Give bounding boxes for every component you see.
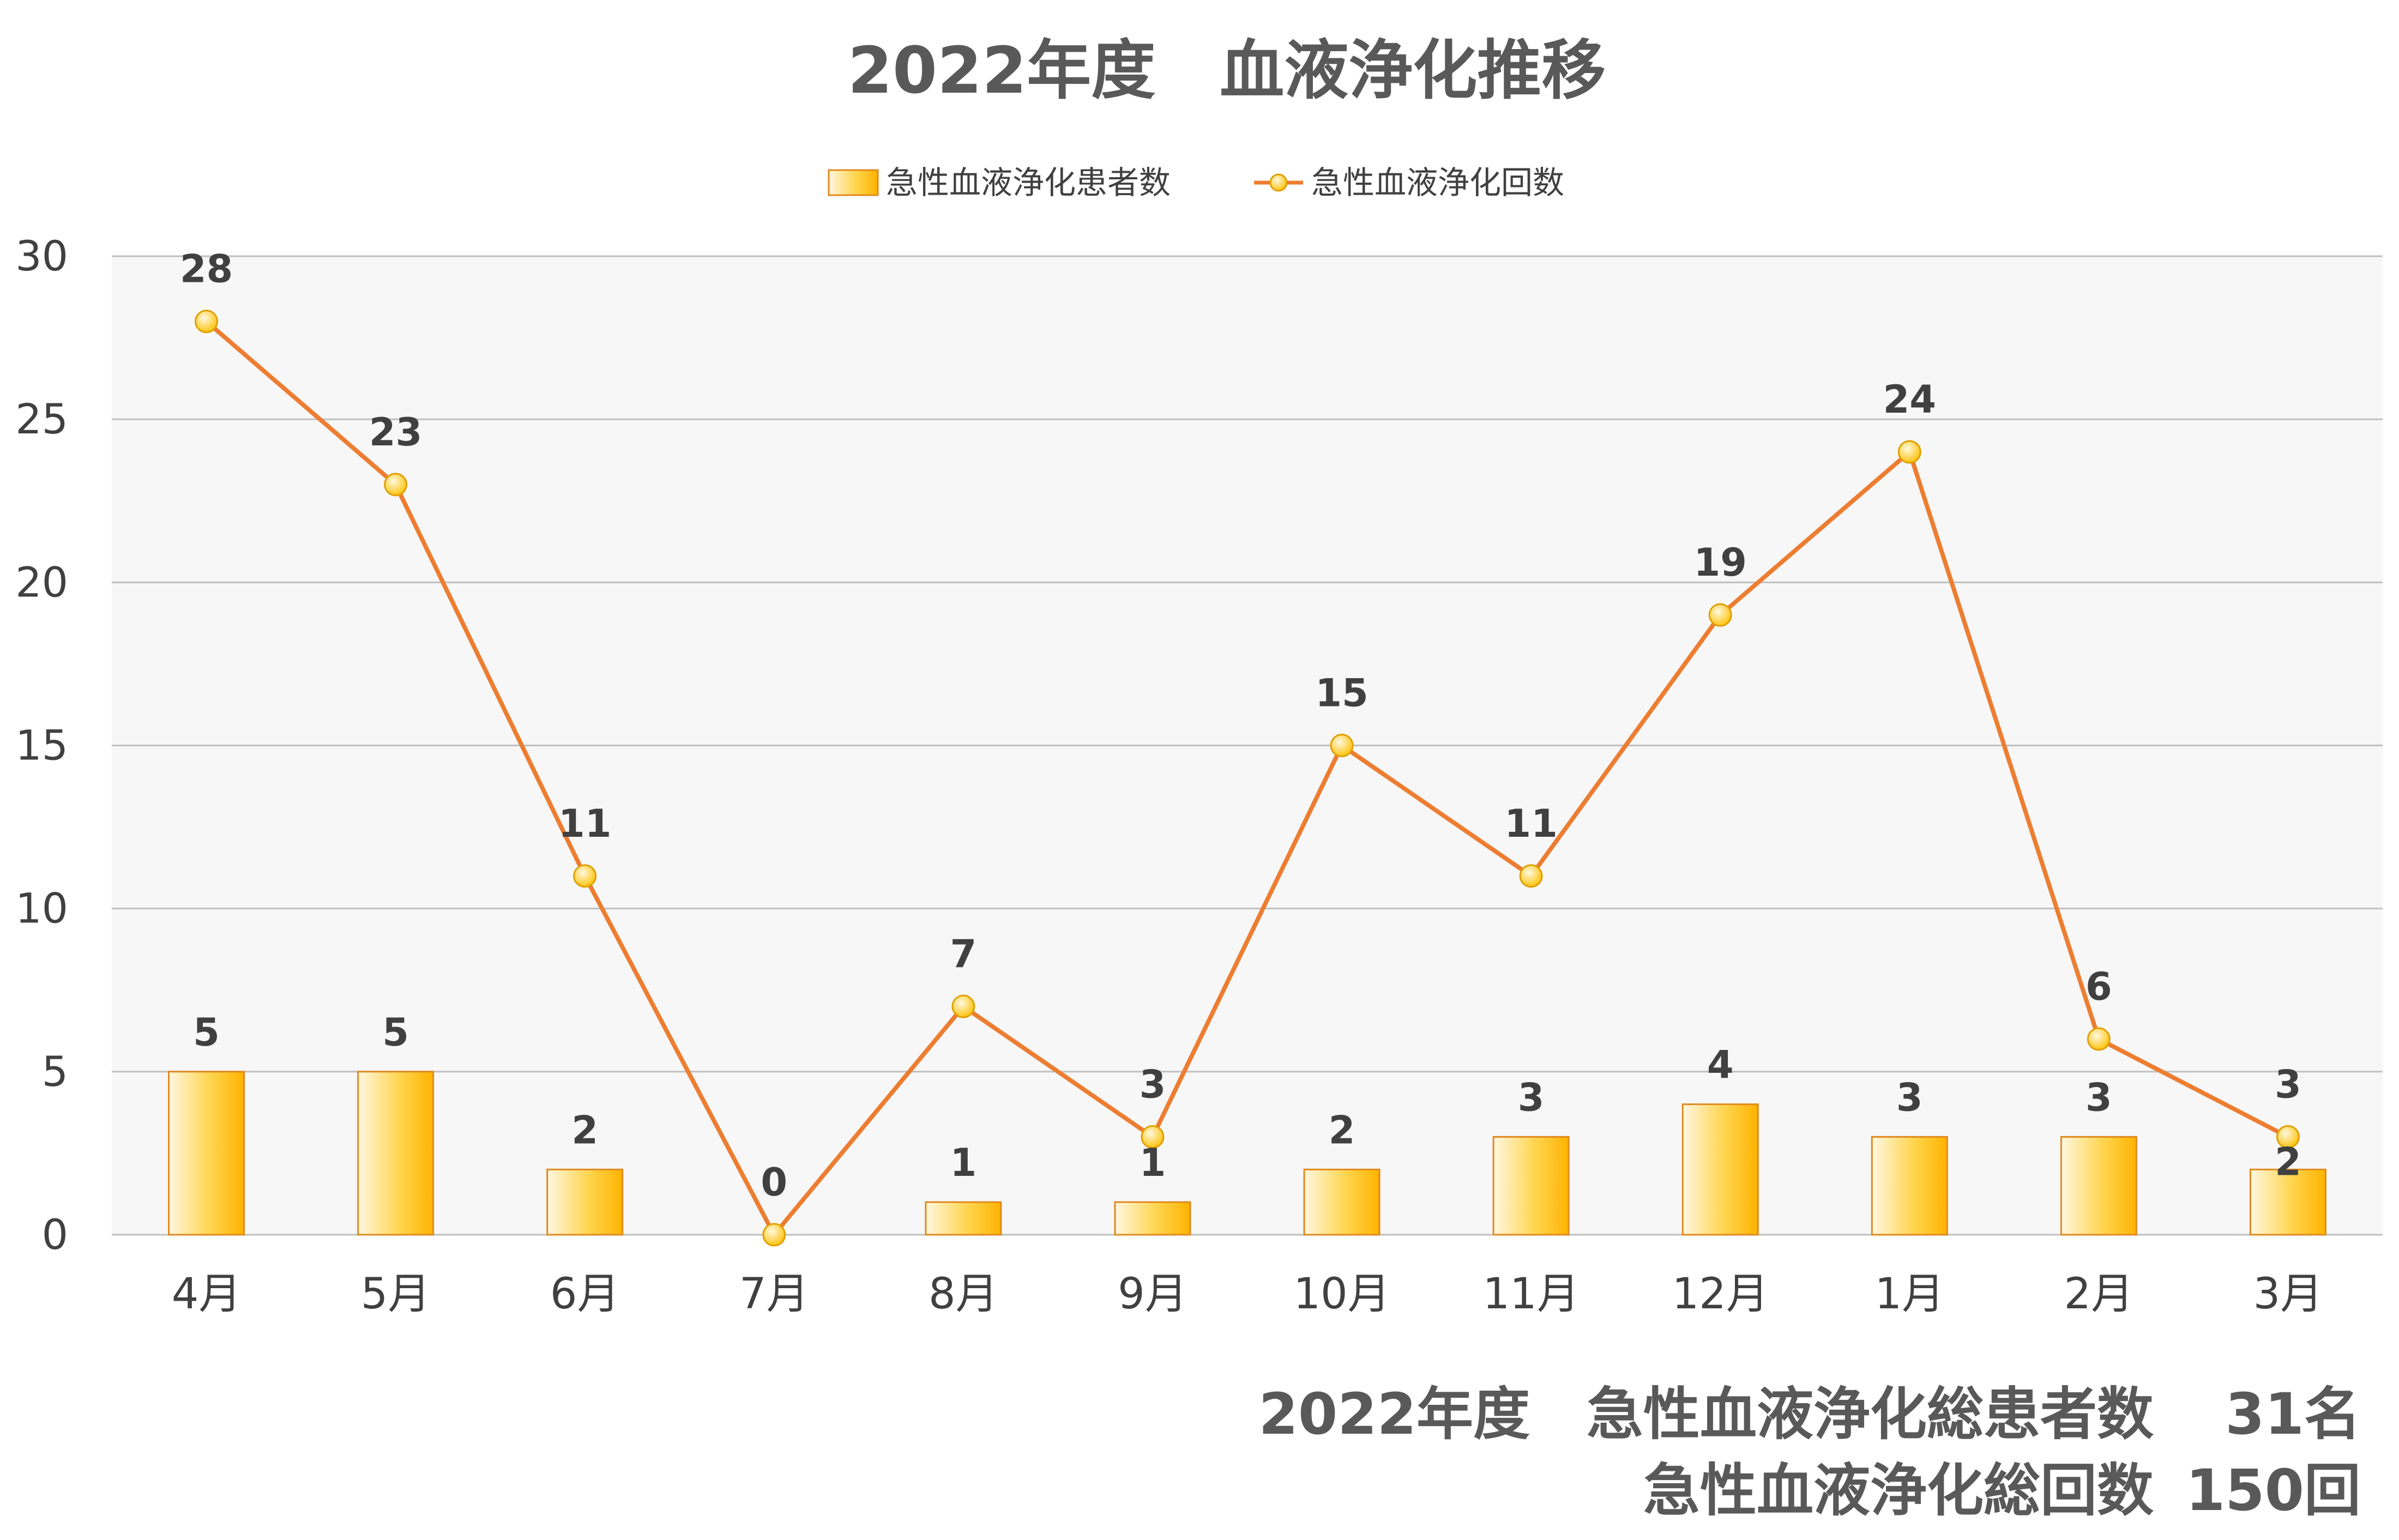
y-tick-label: 25 bbox=[15, 395, 68, 443]
line-point bbox=[384, 473, 408, 497]
bar bbox=[168, 1071, 245, 1236]
bar-data-label: 4 bbox=[1707, 1043, 1734, 1088]
bar bbox=[1492, 1136, 1570, 1236]
x-tick-label: 5月 bbox=[361, 1270, 431, 1319]
legend-bar-label: 急性血液浄化患者数 bbox=[886, 164, 1171, 201]
line-point bbox=[2276, 1125, 2300, 1149]
line-data-label: 7 bbox=[950, 932, 977, 976]
bar-data-label: 5 bbox=[193, 1010, 220, 1055]
bar-data-label: 2 bbox=[2275, 1139, 2301, 1184]
x-tick-label: 11月 bbox=[1482, 1270, 1579, 1319]
line-data-label: 0 bbox=[761, 1160, 787, 1205]
bar-data-label: 3 bbox=[1518, 1076, 1545, 1120]
x-tick-label: 4月 bbox=[172, 1270, 242, 1319]
line-point bbox=[1330, 734, 1354, 757]
bar bbox=[925, 1201, 1002, 1236]
summary-line1-value: 31名 bbox=[2225, 1381, 2361, 1447]
line-data-label: 11 bbox=[558, 801, 611, 846]
line-data-label: 11 bbox=[1504, 801, 1557, 846]
x-tick-label: 3月 bbox=[2253, 1270, 2323, 1319]
x-tick-label: 12月 bbox=[1672, 1270, 1769, 1319]
bar-data-label: 2 bbox=[571, 1108, 598, 1152]
x-tick-label: 6月 bbox=[550, 1270, 620, 1319]
line-data-label: 3 bbox=[1140, 1062, 1166, 1107]
x-tick-label: 8月 bbox=[929, 1270, 998, 1319]
summary-line1-label: 2022年度 急性血液浄化総患者数 bbox=[1259, 1381, 2154, 1447]
line-data-label: 15 bbox=[1315, 671, 1368, 716]
line-point bbox=[2087, 1027, 2111, 1051]
summary-line2-value: 150回 bbox=[2186, 1457, 2361, 1524]
bar bbox=[1114, 1201, 1191, 1236]
bar-data-label: 1 bbox=[1140, 1140, 1166, 1185]
line-point bbox=[1708, 603, 1732, 627]
line-point bbox=[195, 310, 219, 334]
line-point bbox=[1519, 864, 1543, 888]
legend-line-label: 急性血液浄化回数 bbox=[1311, 164, 1564, 201]
x-tick-label: 7月 bbox=[739, 1270, 809, 1319]
bar bbox=[2249, 1168, 2326, 1236]
bar bbox=[1871, 1136, 1948, 1236]
line-point bbox=[1897, 440, 1921, 464]
y-axis: 0 5 10 15 20 25 30 bbox=[15, 232, 68, 1259]
series-line bbox=[204, 319, 2289, 1237]
summary-line2-label: 急性血液浄化総回数 bbox=[1643, 1457, 2154, 1524]
line-point bbox=[573, 864, 597, 888]
line-point bbox=[762, 1223, 786, 1247]
y-tick-label: 0 bbox=[42, 1210, 68, 1259]
line-data-label: 28 bbox=[180, 247, 233, 292]
line-data-label: 19 bbox=[1693, 540, 1746, 585]
bar-series bbox=[168, 1071, 2326, 1236]
chart-title: 2022年度 血液浄化推移 bbox=[848, 33, 1606, 108]
legend-bar-swatch bbox=[828, 169, 879, 196]
line-data-label: 24 bbox=[1883, 377, 1936, 422]
x-tick-label: 9月 bbox=[1118, 1270, 1188, 1319]
summary: 2022年度 急性血液浄化総患者数 31名 急性血液浄化総回数 150回 bbox=[1259, 1381, 2361, 1524]
gridlines bbox=[112, 255, 2383, 1236]
bar bbox=[357, 1071, 435, 1236]
y-tick-label: 15 bbox=[15, 721, 68, 770]
bar-data-label: 3 bbox=[1896, 1076, 1923, 1120]
line-data-label: 3 bbox=[2275, 1062, 2301, 1107]
line-data-label: 23 bbox=[369, 410, 422, 455]
bar-data-label: 5 bbox=[382, 1010, 409, 1055]
line-data-label: 6 bbox=[2085, 964, 2112, 1009]
y-tick-label: 30 bbox=[15, 232, 68, 280]
line-point bbox=[1141, 1125, 1165, 1149]
y-tick-label: 20 bbox=[15, 558, 68, 606]
line-series bbox=[195, 310, 2300, 1247]
x-tick-label: 1月 bbox=[1874, 1270, 1944, 1319]
legend: 急性血液浄化患者数 急性血液浄化回数 bbox=[828, 164, 1564, 201]
bar bbox=[1303, 1168, 1381, 1236]
x-tick-label: 10月 bbox=[1293, 1270, 1390, 1319]
bar bbox=[1681, 1103, 1759, 1236]
x-tick-label: 2月 bbox=[2064, 1270, 2134, 1319]
line-point bbox=[951, 994, 975, 1018]
bar bbox=[2060, 1136, 2137, 1236]
legend-line-marker bbox=[1269, 173, 1288, 192]
x-axis: 4月 5月 6月 7月 8月 9月 10月 11月 12月 1月 2月 3月 bbox=[172, 1270, 2323, 1319]
bar-data-label: 3 bbox=[2085, 1076, 2112, 1120]
bar-data-label: 2 bbox=[1329, 1108, 1355, 1152]
y-tick-label: 10 bbox=[15, 884, 68, 933]
bar bbox=[546, 1168, 624, 1236]
bar-data-label: 1 bbox=[950, 1140, 977, 1185]
y-tick-label: 5 bbox=[42, 1047, 68, 1096]
